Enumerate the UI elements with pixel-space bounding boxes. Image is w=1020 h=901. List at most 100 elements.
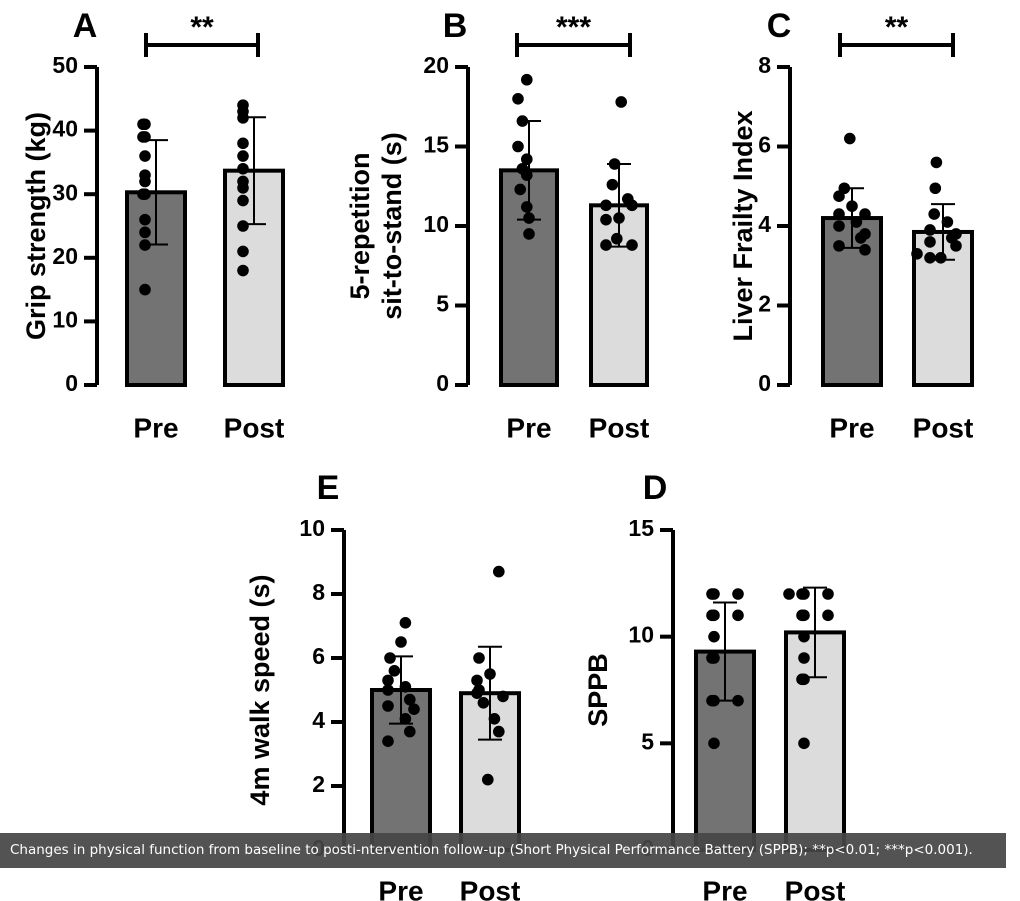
- panel-e-category-post: Post: [460, 875, 521, 901]
- panel-c-point-pre: [844, 132, 856, 145]
- panel-c-point-pre: [833, 190, 845, 202]
- panel-e-tick-label: 4: [312, 707, 325, 733]
- panel-a-point-pre: [139, 283, 151, 296]
- panel-b-category-pre: Pre: [506, 412, 551, 443]
- panel-a-tick-label: 40: [52, 116, 78, 142]
- panel-a-point-pre: [139, 226, 151, 239]
- panel-b-point-pre: [521, 73, 533, 86]
- panel-c-tick-label: 8: [758, 52, 771, 78]
- panel-a-category-pre: Pre: [133, 412, 178, 443]
- panel-a-point-post: [237, 264, 249, 277]
- panel-a-point-post: [237, 245, 249, 258]
- panel-d-point-pre: [706, 588, 718, 600]
- panel-d-tick-label: 10: [628, 622, 654, 648]
- panel-b-point-pre: [521, 201, 533, 213]
- panel-c-point-post: [930, 156, 943, 169]
- panel-b-tick-label: 5: [436, 291, 449, 317]
- panel-d-point-pre: [706, 609, 718, 622]
- panel-e-point-pre: [384, 652, 396, 664]
- panel-d-point-pre: [732, 694, 744, 707]
- panel-d-point-pre: [708, 630, 720, 643]
- panel-d-point-post: [798, 737, 810, 750]
- panel-d-category-post: Post: [785, 875, 846, 901]
- panel-b-label: B: [443, 7, 468, 45]
- panel-c-point-post: [924, 251, 936, 264]
- panel-c-point-post: [924, 236, 936, 248]
- panel-e-label: E: [317, 469, 340, 507]
- panel-d-point-post: [822, 588, 834, 600]
- panel-d-point-pre: [708, 737, 720, 750]
- panel-d-point-pre: [706, 694, 718, 707]
- panel-c-category-pre: Pre: [829, 412, 874, 443]
- panel-e-point-post: [493, 565, 505, 578]
- panel-e-point-pre: [404, 725, 416, 738]
- panel-a-point-post: [237, 137, 249, 150]
- panel-c-point-pre: [859, 208, 871, 220]
- panel-e-point-pre: [382, 674, 394, 687]
- panel-d-y-label: SPPB: [583, 653, 613, 727]
- panel-e-point-pre: [388, 665, 401, 677]
- panel-a-sig-label: **: [190, 11, 214, 44]
- panel-b-tick-label: 0: [436, 370, 449, 396]
- panel-c-point-pre: [850, 216, 863, 228]
- panel-a-tick-label: 10: [52, 306, 78, 332]
- panel-c-tick-label: 0: [758, 370, 771, 396]
- panel-b-point-post: [606, 178, 619, 191]
- panel-c-point-post: [941, 216, 954, 228]
- panel-e-point-pre: [399, 713, 412, 725]
- panel-b-point-pre: [523, 212, 535, 224]
- panel-b-point-post: [600, 213, 612, 226]
- panel-e-point-pre: [395, 636, 407, 648]
- panel-e-point-pre: [408, 703, 420, 715]
- panel-b-point-pre: [516, 115, 529, 127]
- panel-e-point-pre: [382, 684, 394, 696]
- panel-e-point-post: [484, 668, 496, 680]
- panel-d-point-pre: [706, 652, 718, 664]
- panel-d-point-post: [798, 652, 810, 664]
- panel-c-point-post: [935, 251, 947, 264]
- panel-c-category-post: Post: [913, 412, 974, 443]
- panel-b-point-post: [608, 158, 621, 170]
- panel-e-point-pre: [404, 693, 416, 706]
- panel-a-point-pre: [139, 175, 151, 188]
- panel-a-y-label: Grip strength (kg): [21, 112, 51, 340]
- panel-a-point-post: [237, 150, 249, 162]
- panel-d-point-post: [822, 609, 834, 622]
- panel-c-point-pre: [833, 220, 845, 232]
- panel-b-point-post: [613, 212, 625, 224]
- panel-c-point-post: [924, 224, 936, 236]
- panel-b-sig-label: ***: [556, 11, 591, 44]
- panel-d-tick-label: 15: [628, 515, 654, 541]
- panel-b-point-post: [626, 239, 638, 251]
- panel-b-point-pre: [512, 140, 524, 153]
- panel-d-tick-label: 5: [641, 728, 654, 754]
- panel-d-point-post: [798, 630, 810, 643]
- panel-e-point-post: [471, 674, 483, 687]
- panel-b-y-label: sit-to-stand (s): [377, 132, 407, 319]
- panel-e-tick-label: 8: [312, 579, 325, 605]
- panel-c-point-pre: [846, 200, 858, 212]
- panel-a-point-pre: [139, 239, 151, 251]
- panel-c-label: C: [767, 7, 792, 45]
- panel-d-point-post: [783, 588, 795, 600]
- panel-b-point-pre: [512, 93, 524, 105]
- panel-c-point-pre: [833, 208, 845, 220]
- panel-b-point-post: [600, 239, 612, 251]
- panel-a-tick-label: 20: [52, 243, 78, 269]
- panel-e-point-pre: [382, 735, 394, 747]
- panel-c-tick-label: 6: [758, 132, 771, 158]
- panel-c-sig-label: **: [885, 11, 909, 44]
- panel-b-point-pre: [521, 153, 533, 166]
- panel-a-point-pre: [139, 213, 151, 226]
- panel-e-point-post: [488, 713, 501, 725]
- panel-a-tick-label: 50: [52, 52, 78, 78]
- panel-e-point-pre: [399, 617, 412, 629]
- panel-a-point-pre: [137, 118, 149, 131]
- panel-e-point-post: [482, 773, 494, 786]
- panel-d-category-pre: Pre: [702, 875, 747, 901]
- panel-d-point-pre: [732, 588, 744, 600]
- panel-b-point-post: [600, 199, 612, 212]
- panel-a-point-pre: [139, 150, 151, 162]
- panel-a-tick-label: 0: [65, 370, 78, 396]
